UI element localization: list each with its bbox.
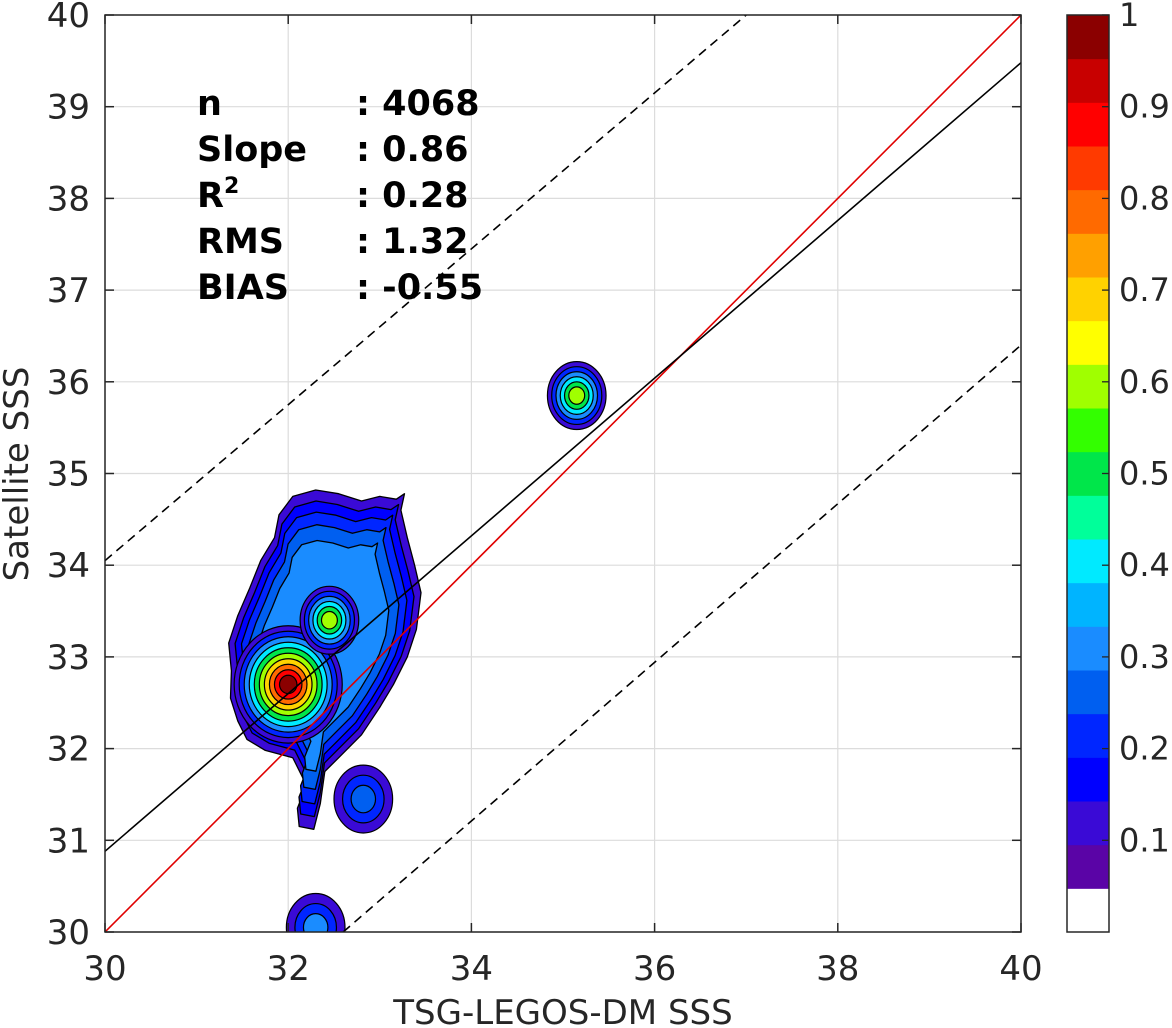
line-one-to-one [105,15,1021,932]
colorbar: 0.1 0.2 0.3 0.4 0.5 0.6 0.7 0.8 0.9 1 [1066,0,1170,933]
colorbar-swatch [1067,102,1109,147]
y-tick-label: 32 [47,730,90,770]
line-regression [105,62,1021,852]
y-tick-label: 39 [47,88,90,128]
stat-value: : -0.55 [356,268,483,308]
x-tick-label: 30 [83,949,126,989]
y-tick-label: 37 [47,271,90,311]
y-tick-label: 33 [47,638,90,678]
x-tick-label: 38 [816,949,859,989]
colorbar-swatch [1067,888,1109,933]
x-tick-label: 40 [999,949,1042,989]
stat-label: BIAS [197,268,289,308]
colorbar-swatch [1067,277,1109,322]
colorbar-swatch [1067,713,1109,758]
stat-value: : 0.86 [356,130,469,170]
grid [104,14,1022,933]
y-tick-label: 35 [47,455,90,495]
colorbar-tick-label: 0.4 [1119,546,1170,584]
colorbar-swatch [1067,844,1109,889]
density-peak [278,674,298,695]
stat-label: RMS [197,222,284,262]
axis-ticks: 30 32 34 36 38 40 30 31 32 33 34 35 36 37 38 39 40 [47,0,1043,989]
colorbar-swatch [1067,626,1109,671]
stat-label: n [197,84,222,124]
stat-label: Slope [197,130,307,170]
colorbar-swatch [1067,539,1109,584]
regression-lines [105,15,1021,932]
colorbar-swatch [1067,364,1109,409]
colorbar-tick-label: 0.5 [1119,455,1170,493]
stat-value: : 1.32 [356,222,469,262]
y-tick-label: 30 [47,913,90,953]
colorbar-swatch [1067,58,1109,103]
x-tick-label: 36 [633,949,676,989]
colorbar-swatch [1067,320,1109,365]
y-tick-label: 34 [47,546,90,586]
colorbar-swatch [1067,146,1109,191]
y-tick-label: 38 [47,179,90,219]
density-peak [302,913,329,932]
y-tick-label: 36 [47,363,90,403]
colorbar-swatch [1067,408,1109,453]
density-contours [228,361,607,932]
density-peak [350,784,377,814]
colorbar-tick-label: 0.2 [1119,730,1170,768]
x-tick-label: 32 [267,949,310,989]
colorbar-tick-label: 0.7 [1119,271,1170,309]
colorbar-tick-label: 0.6 [1119,363,1170,401]
colorbar-tick-label: 0.8 [1119,179,1170,217]
colorbar-swatch [1067,233,1109,278]
x-tick-label: 34 [450,949,493,989]
colorbar-swatch [1067,670,1109,715]
colorbar-swatch [1067,15,1109,60]
colorbar-swatch [1067,189,1109,234]
density-peak [568,386,586,405]
x-axis-label: TSG-LEGOS-DM SSS [392,993,732,1028]
colorbar-swatch [1067,757,1109,802]
line-upper-bound [105,15,747,562]
y-axis-label: Satellite SSS [0,367,37,582]
colorbar-swatch [1067,801,1109,846]
y-tick-label: 31 [47,821,90,861]
y-tick-label: 40 [47,0,90,36]
stat-value: : 0.28 [356,176,469,216]
colorbar-tick-label: 0.9 [1119,88,1170,126]
colorbar-swatch [1067,582,1109,627]
colorbar-tick-label: 0.3 [1119,638,1170,676]
density-peak [320,610,338,630]
colorbar-tick-label: 1 [1119,0,1139,34]
stat-superscript: 2 [224,174,239,199]
stat-value: : 4068 [356,84,480,124]
colorbar-swatch [1067,495,1109,540]
colorbar-tick-label: 0.1 [1119,821,1170,859]
